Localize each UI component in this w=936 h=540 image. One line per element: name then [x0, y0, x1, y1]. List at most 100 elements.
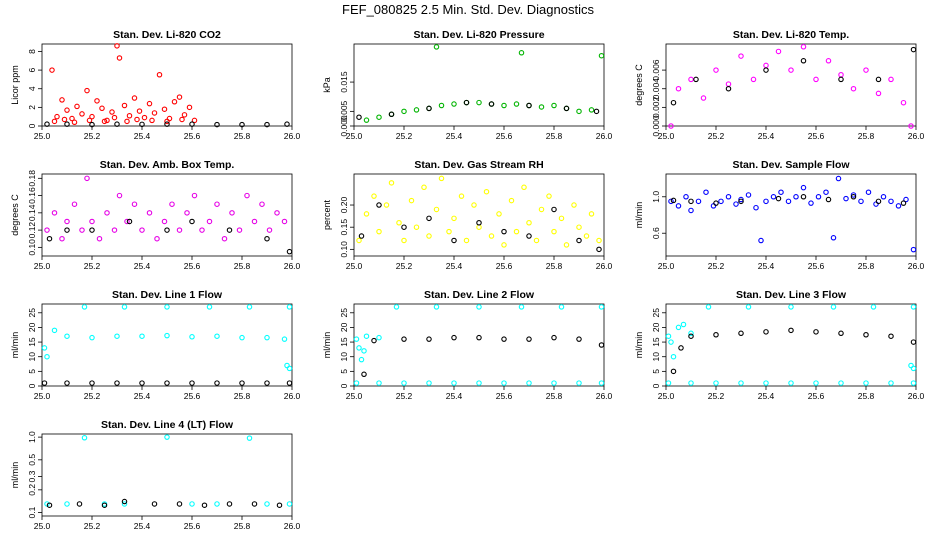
y-tick-label: 15 [27, 337, 37, 347]
data-point-day [54, 113, 60, 120]
data-point-day [471, 202, 477, 208]
x-tick-label: 25.8 [234, 391, 251, 401]
data-point-night [725, 85, 732, 92]
x-tick-label: 25.0 [34, 391, 51, 401]
data-point-day [51, 118, 58, 125]
data-point-night [286, 248, 293, 255]
y-tick-label: 25 [339, 308, 349, 318]
data-point-day [800, 44, 807, 50]
y-tick-label: 20 [339, 322, 349, 332]
data-point-day [161, 218, 168, 225]
data-point-day [518, 304, 525, 310]
data-point-night [678, 345, 684, 351]
data-point-day [274, 210, 280, 216]
data-point-day [476, 224, 482, 230]
data-point-day [738, 196, 744, 203]
data-point-day [413, 224, 420, 230]
data-point-day [64, 107, 70, 113]
data-point-day [84, 175, 90, 182]
data-point-day [51, 327, 58, 334]
data-point-day [244, 192, 250, 199]
data-point-day [830, 304, 837, 310]
data-point-near-zero [576, 380, 582, 386]
data-point-night [598, 342, 605, 348]
chart-panel-rh: Stan. Dev. Gas Stream RH 25.0 25.2 25.4 25.6… [322, 159, 613, 271]
data-point-night [46, 235, 53, 242]
data-point-day [286, 365, 293, 372]
data-point-night [775, 195, 782, 202]
data-point-day [191, 192, 198, 199]
data-point-day [526, 220, 532, 226]
page-title: FEF_080825 2.5 Min. Std. Dev. Diagnostic… [342, 2, 594, 17]
y-tick-label: 5 [651, 369, 661, 374]
data-point-day [518, 50, 525, 56]
x-tick-label: 25.2 [708, 391, 725, 401]
y-axis-label: ml/min [322, 332, 332, 359]
x-tick-label: 25.4 [134, 261, 151, 271]
x-tick-label: 25.8 [858, 131, 875, 141]
data-point-day [778, 189, 784, 195]
data-point-day [668, 123, 674, 129]
x-tick-label: 25.2 [84, 261, 101, 271]
data-point-night [551, 334, 557, 341]
x-tick-label: 25.8 [546, 261, 563, 271]
data-point-near-zero [451, 380, 457, 386]
data-point-day [363, 117, 370, 123]
data-point-night [576, 237, 582, 244]
data-point-day [576, 224, 582, 230]
data-point-day [134, 116, 140, 123]
data-point-day [476, 304, 482, 310]
x-tick-label: 25.4 [446, 261, 463, 271]
data-point-night [264, 121, 270, 128]
x-tick-label: 25.0 [346, 261, 363, 271]
data-point-night [76, 501, 83, 507]
data-point-day [121, 304, 128, 310]
data-point-day [413, 107, 420, 113]
x-tick-label: 25.0 [34, 131, 51, 141]
data-point-day [116, 55, 123, 61]
x-tick-label: 25.0 [658, 261, 675, 271]
data-point-day [598, 52, 605, 59]
data-point-day [873, 201, 879, 207]
data-point-day [875, 90, 882, 97]
x-tick-label: 25.2 [84, 391, 101, 401]
data-point-day [675, 324, 682, 331]
data-point-day [870, 304, 877, 310]
chart-panel-co2: Stan. Dev. Li-820 CO2 25.0 25.2 25.4 25.6 25.… [10, 29, 301, 141]
data-point-day [156, 72, 163, 78]
plot-frame [665, 43, 917, 127]
data-point-day [146, 210, 153, 216]
y-tick-label: 10 [651, 352, 661, 362]
data-point-day [705, 304, 712, 310]
x-tick-label: 25.0 [34, 261, 51, 271]
data-point-day [670, 353, 677, 360]
data-point-day [476, 99, 482, 106]
data-point-day [61, 116, 68, 123]
data-point-night [101, 502, 108, 508]
y-tick-label: 0.15 [339, 219, 349, 236]
data-point-day [533, 237, 540, 244]
y-axis-label: percent [322, 199, 332, 230]
data-point-near-zero [598, 380, 605, 386]
x-tick-label: 26.0 [284, 391, 301, 401]
data-point-day [44, 227, 50, 233]
x-tick-label: 25.2 [396, 391, 413, 401]
x-tick-label: 25.6 [808, 131, 825, 141]
x-tick-label: 25.4 [134, 391, 151, 401]
plot-frame [665, 173, 917, 257]
data-point-day [171, 99, 178, 105]
data-point-night [738, 330, 744, 337]
data-point-day [121, 501, 128, 507]
data-point-day [451, 101, 457, 107]
data-point-night [126, 218, 133, 225]
data-point-day [835, 175, 842, 182]
data-point-night [688, 198, 694, 205]
data-point-day [191, 117, 198, 124]
data-point-day [71, 119, 78, 126]
x-tick-label: 26.0 [908, 131, 925, 141]
data-point-night [376, 202, 382, 208]
y-tick-label: 8 [27, 49, 37, 54]
data-point-day [109, 109, 115, 115]
data-point-day [903, 196, 909, 203]
